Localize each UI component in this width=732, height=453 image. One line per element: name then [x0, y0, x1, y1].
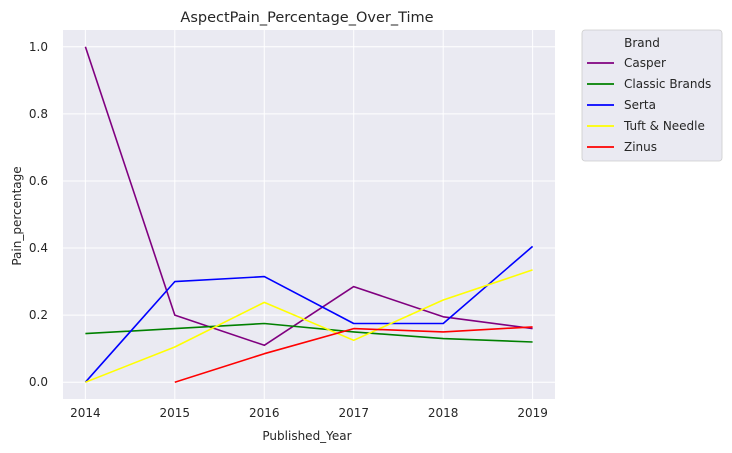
- x-tick-label: 2014: [70, 406, 101, 420]
- plot-area: [63, 30, 555, 399]
- legend-label-zinus: Zinus: [624, 140, 657, 154]
- x-tick-label: 2017: [338, 406, 369, 420]
- y-tick-label: 1.0: [29, 40, 48, 54]
- legend-box: [581, 29, 723, 162]
- legend-label-tuft-needle: Tuft & Needle: [623, 119, 705, 133]
- legend-label-serta: Serta: [624, 98, 656, 112]
- y-tick-label: 0.2: [29, 308, 48, 322]
- series-line-tuft-needle: [85, 269, 533, 383]
- series-line-zinus: [174, 326, 533, 383]
- x-tick-labels: 2014 2015 2016 2017 2018 2019: [70, 406, 548, 420]
- legend-items: Casper Classic Brands Serta Tuft & Needle Zi…: [587, 56, 711, 154]
- legend-label-classic-brands: Classic Brands: [624, 77, 711, 91]
- x-tick-label: 2019: [517, 406, 548, 420]
- legend-label-casper: Casper: [624, 56, 666, 70]
- series-lines: [84, 46, 534, 383]
- legend-title: Brand: [624, 36, 660, 50]
- x-tick-label: 2015: [160, 406, 191, 420]
- series-line-casper: [84, 46, 533, 347]
- x-tick-label: 2018: [428, 406, 459, 420]
- y-tick-label: 0.0: [29, 375, 48, 389]
- y-tick-labels: 0.0 0.2 0.4 0.6 0.8 1.0: [29, 40, 48, 389]
- y-tick-label: 0.4: [29, 241, 48, 255]
- series-line-classic-brands: [85, 322, 533, 343]
- x-axis-label: Published_Year: [262, 429, 351, 443]
- y-tick-label: 0.8: [29, 107, 48, 121]
- chart-title: AspectPain_Percentage_Over_Time: [180, 10, 433, 26]
- legend: Brand Casper Classic Brands Serta Tuft & Ne…: [581, 29, 723, 162]
- y-tick-label: 0.6: [29, 174, 48, 188]
- series-line-serta: [84, 245, 534, 383]
- x-tick-label: 2016: [249, 406, 280, 420]
- y-axis-label: Pain_percentage: [10, 166, 24, 265]
